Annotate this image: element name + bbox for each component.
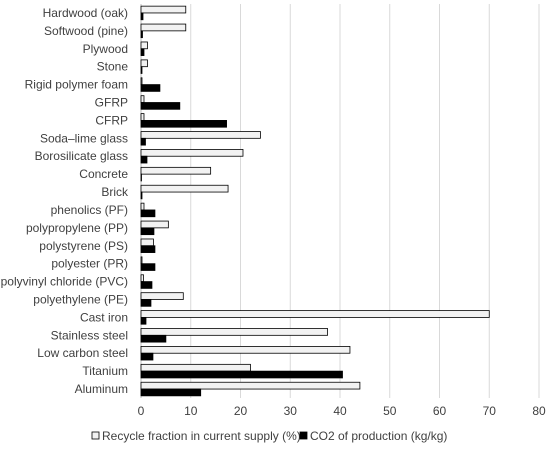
bar-co2-production bbox=[140, 84, 161, 92]
legend-label: Recycle fraction in current supply (%) bbox=[102, 429, 301, 443]
category-label: Brick bbox=[101, 185, 129, 199]
x-tick-labels: 0 10 20 30 40 50 60 70 80 bbox=[138, 404, 546, 418]
bar-co2-production bbox=[140, 102, 181, 110]
category-label: GFRP bbox=[95, 96, 128, 110]
bar-recycle-fraction bbox=[140, 346, 351, 354]
category-label: Rigid polymer foam bbox=[25, 78, 128, 92]
bar-recycle-fraction bbox=[140, 95, 145, 103]
bar-recycle-fraction bbox=[140, 5, 187, 14]
bar-co2-production bbox=[140, 120, 227, 128]
x-tick-label: 70 bbox=[483, 404, 497, 418]
bar-co2-production bbox=[140, 209, 156, 218]
x-tick-label: 50 bbox=[383, 404, 397, 418]
legend-swatch bbox=[299, 431, 308, 440]
category-label: Concrete bbox=[79, 167, 128, 181]
category-label: Soda–lime glass bbox=[40, 131, 128, 145]
category-label: polyvinyl chloride (PVC) bbox=[1, 275, 128, 289]
bar-co2-production bbox=[140, 137, 146, 146]
category-label: polypropylene (PP) bbox=[26, 221, 128, 235]
x-tick-label: 30 bbox=[284, 404, 298, 418]
x-tick-label: 10 bbox=[184, 404, 198, 418]
category-label: Plywood bbox=[83, 42, 128, 56]
bar-co2-production bbox=[140, 352, 154, 361]
bar-co2-production bbox=[140, 281, 153, 289]
legend: Recycle fraction in current supply (%) CO… bbox=[91, 429, 447, 443]
bar-recycle-fraction bbox=[140, 166, 212, 175]
bar-co2-production bbox=[140, 227, 155, 236]
bar-co2-production bbox=[140, 155, 148, 164]
category-label: Borosilicate glass bbox=[35, 149, 128, 163]
bar-co2-production bbox=[140, 334, 167, 343]
bar-recycle-fraction bbox=[140, 363, 251, 372]
bar-recycle-fraction bbox=[140, 23, 187, 32]
legend-label: CO2 of production (kg/kg) bbox=[310, 429, 447, 443]
bar-recycle-fraction bbox=[140, 310, 490, 318]
category-label: Aluminum bbox=[75, 382, 128, 396]
category-label: Stainless steel bbox=[51, 328, 128, 342]
bar-co2-production bbox=[140, 173, 142, 182]
bar-co2-production bbox=[140, 12, 144, 21]
bars bbox=[140, 5, 490, 397]
x-tick-label: 0 bbox=[138, 404, 145, 418]
bar-recycle-fraction bbox=[140, 113, 145, 121]
category-label: polyester (PR) bbox=[51, 257, 128, 271]
bar-co2-production bbox=[140, 370, 343, 379]
bar-co2-production bbox=[140, 299, 152, 307]
category-label: Titanium bbox=[82, 364, 128, 378]
bar-recycle-fraction bbox=[140, 238, 154, 247]
bar-recycle-fraction bbox=[140, 59, 148, 68]
bar-recycle-fraction bbox=[140, 292, 184, 300]
bar-co2-production bbox=[140, 66, 143, 74]
category-label: Hardwood (oak) bbox=[43, 6, 128, 20]
x-tick-label: 20 bbox=[234, 404, 248, 418]
bar-recycle-fraction bbox=[140, 149, 244, 157]
bar-co2-production bbox=[140, 388, 202, 397]
bar-recycle-fraction bbox=[140, 77, 143, 85]
x-tick-label: 60 bbox=[433, 404, 447, 418]
category-label: phenolics (PF) bbox=[51, 203, 128, 217]
x-tick-label: 40 bbox=[333, 404, 347, 418]
bar-recycle-fraction bbox=[140, 202, 145, 211]
bar-co2-production bbox=[140, 317, 147, 325]
x-tick-label: 80 bbox=[532, 404, 546, 418]
category-label: Cast iron bbox=[80, 310, 128, 324]
grid-lines bbox=[140, 4, 540, 398]
bar-co2-production bbox=[140, 30, 143, 39]
legend-swatch bbox=[91, 431, 100, 440]
category-label: polystyrene (PS) bbox=[39, 239, 128, 253]
bar-recycle-fraction bbox=[140, 131, 261, 139]
category-label: CFRP bbox=[95, 113, 128, 127]
bar-co2-production bbox=[140, 48, 145, 56]
bar-co2-production bbox=[140, 191, 143, 200]
bar-recycle-fraction bbox=[140, 381, 361, 390]
bar-recycle-fraction bbox=[140, 184, 229, 193]
category-label: Low carbon steel bbox=[37, 346, 128, 360]
bar-recycle-fraction bbox=[140, 274, 144, 282]
bar-recycle-fraction bbox=[140, 41, 148, 50]
bar-recycle-fraction bbox=[140, 220, 169, 229]
bar-co2-production bbox=[140, 263, 156, 271]
bar-recycle-fraction bbox=[140, 328, 328, 336]
bar-co2-production bbox=[140, 245, 156, 253]
category-label: Softwood (pine) bbox=[44, 24, 128, 38]
category-label: Stone bbox=[97, 60, 129, 74]
bar-recycle-fraction bbox=[140, 256, 143, 265]
category-label: polyethylene (PE) bbox=[33, 293, 128, 307]
category-labels: Hardwood (oak) Softwood (pine) Plywood Ston… bbox=[1, 6, 129, 396]
